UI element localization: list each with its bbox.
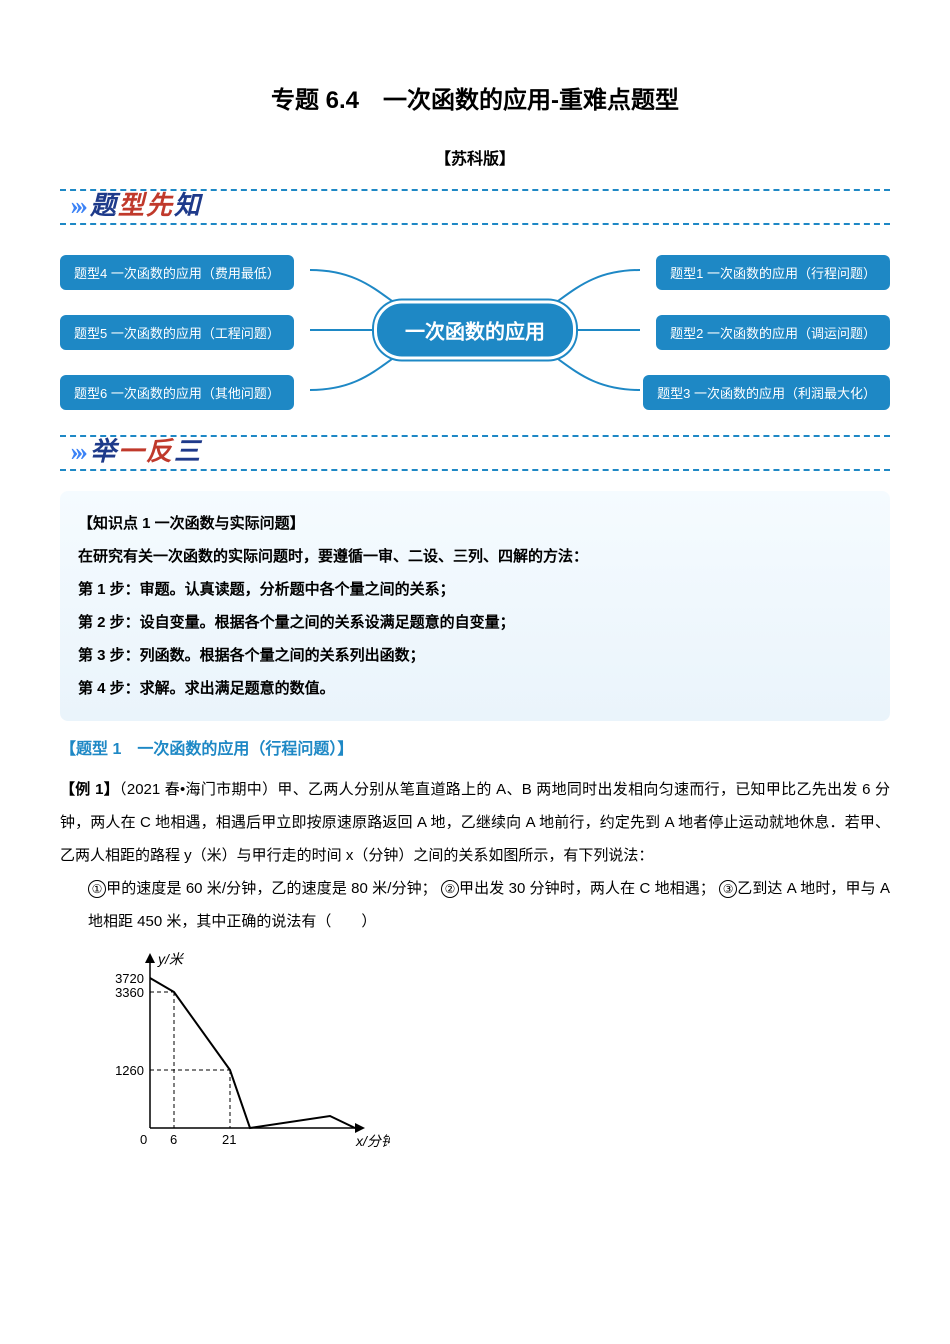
mindmap-node-left-2: 题型6 一次函数的应用（其他问题） [60,375,294,410]
mindmap-node-right-2: 题型3 一次函数的应用（利润最大化） [643,375,890,410]
chevron-icon: ››› [70,191,84,220]
mindmap-node-right-0: 题型1 一次函数的应用（行程问题） [656,255,890,290]
knowledge-step-2: 第 2 步：设自变量。根据各个量之间的关系设满足题意的自变量； [78,606,872,639]
knowledge-box: 【知识点 1 一次函数与实际问题】 在研究有关一次函数的实际问题时，要遵循一审、… [60,491,890,721]
svg-text:x/分钟: x/分钟 [355,1133,390,1149]
example-label: 【例 1】 [60,781,119,798]
banner-practice: ›››举一反三 [60,435,890,471]
section-heading: 【题型 1 一次函数的应用（行程问题）】 [60,735,890,759]
knowledge-step-1: 第 1 步：审题。认真读题，分析题中各个量之间的关系； [78,573,872,606]
mindmap-node-left-0: 题型4 一次函数的应用（费用最低） [60,255,294,290]
circled-2: ② [441,880,459,898]
svg-text:6: 6 [170,1132,177,1147]
mindmap: 一次函数的应用 题型4 一次函数的应用（费用最低） 题型5 一次函数的应用（工程… [60,245,890,415]
mindmap-node-right-1: 题型2 一次函数的应用（调运问题） [656,315,890,350]
banner-preview-text: ›››题型先知 [70,185,202,222]
chevron-icon: ››› [70,437,84,466]
svg-text:3720: 3720 [115,971,144,986]
knowledge-heading: 【知识点 1 一次函数与实际问题】 [78,507,872,540]
svg-text:3360: 3360 [115,985,144,1000]
example-source: （2021 春•海门市期中） [119,781,277,798]
circled-1: ① [88,880,106,898]
example-problem: 【例 1】（2021 春•海门市期中）甲、乙两人分别从笔直道路上的 A、B 两地… [60,773,890,938]
svg-text:1260: 1260 [115,1063,144,1078]
svg-text:21: 21 [222,1132,236,1147]
problem-graph: y/米 x/分钟 37203360 1260 0 6 21 [100,948,890,1163]
svg-text:0: 0 [140,1132,147,1147]
page-title: 专题 6.4 一次函数的应用-重难点题型 [60,80,890,115]
svg-text:y/米: y/米 [157,951,185,967]
banner-preview: ›››题型先知 [60,189,890,225]
example-statements: ①甲的速度是 60 米/分钟，乙的速度是 80 米/分钟； ②甲出发 30 分钟… [60,872,890,938]
mindmap-node-left-1: 题型5 一次函数的应用（工程问题） [60,315,294,350]
knowledge-step-3: 第 3 步：列函数。根据各个量之间的关系列出函数； [78,639,872,672]
banner-practice-text: ›››举一反三 [70,431,202,468]
knowledge-step-4: 第 4 步：求解。求出满足题意的数值。 [78,672,872,705]
mindmap-center: 一次函数的应用 [374,301,576,360]
knowledge-intro: 在研究有关一次函数的实际问题时，要遵循一审、二设、三列、四解的方法： [78,540,872,573]
page-subtitle: 【苏科版】 [60,145,890,169]
circled-3: ③ [719,880,737,898]
